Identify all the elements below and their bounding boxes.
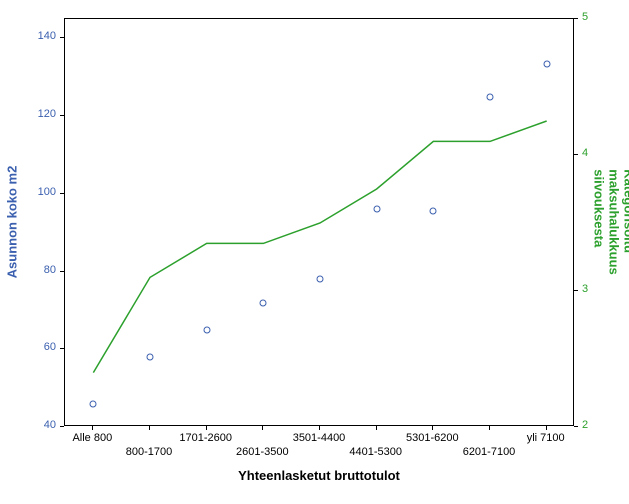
y1-tick-label: 120 xyxy=(26,108,56,120)
dual-axis-chart: Asunnon koko m2 Kategorisoitu maksuhaluk… xyxy=(0,0,629,504)
x-tick-label: yli 7100 xyxy=(527,432,565,444)
y1-tick-label: 40 xyxy=(26,419,56,431)
y2-tick xyxy=(574,154,578,155)
y1-tick xyxy=(60,115,64,116)
x-tick xyxy=(149,426,150,430)
scatter-point xyxy=(317,276,324,283)
y2-tick-label: 3 xyxy=(582,283,588,295)
y2-axis-label: Kategorisoitu maksuhalukkuus siivouksest… xyxy=(592,169,629,274)
x-tick xyxy=(546,426,547,430)
scatter-point xyxy=(373,206,380,213)
x-tick xyxy=(92,426,93,430)
x-axis-label: Yhteenlasketut bruttotulot xyxy=(238,468,400,483)
scatter-point xyxy=(260,299,267,306)
y1-tick xyxy=(60,426,64,427)
y2-tick xyxy=(574,290,578,291)
x-tick xyxy=(489,426,490,430)
scatter-point xyxy=(543,60,550,67)
plot-area xyxy=(64,18,574,426)
x-tick xyxy=(432,426,433,430)
scatter-point xyxy=(487,93,494,100)
x-tick xyxy=(206,426,207,430)
x-tick-label: 3501-4400 xyxy=(293,432,346,444)
x-tick xyxy=(319,426,320,430)
y2-tick-label: 5 xyxy=(582,11,588,23)
y1-tick xyxy=(60,193,64,194)
scatter-point xyxy=(90,400,97,407)
y1-axis-label: Asunnon koko m2 xyxy=(5,166,20,279)
scatter-point xyxy=(430,208,437,215)
x-tick-label: 4401-5300 xyxy=(349,446,402,458)
y1-tick-label: 80 xyxy=(26,264,56,276)
line-series xyxy=(65,19,575,427)
scatter-point xyxy=(147,354,154,361)
y1-tick xyxy=(60,271,64,272)
y1-tick-label: 140 xyxy=(26,30,56,42)
x-tick-label: 1701-2600 xyxy=(179,432,232,444)
y1-tick xyxy=(60,37,64,38)
y2-tick xyxy=(574,426,578,427)
x-tick-label: 5301-6200 xyxy=(406,432,459,444)
x-tick-label: 6201-7100 xyxy=(463,446,516,458)
y1-tick xyxy=(60,348,64,349)
y1-tick-label: 60 xyxy=(26,341,56,353)
y2-tick-label: 4 xyxy=(582,147,588,159)
x-tick-label: 2601-3500 xyxy=(236,446,289,458)
x-tick-label: Alle 800 xyxy=(72,432,112,444)
x-tick xyxy=(376,426,377,430)
x-tick xyxy=(262,426,263,430)
x-tick-label: 800-1700 xyxy=(126,446,173,458)
scatter-point xyxy=(203,326,210,333)
y2-tick xyxy=(574,18,578,19)
y1-tick-label: 100 xyxy=(26,186,56,198)
y2-tick-label: 2 xyxy=(582,419,588,431)
